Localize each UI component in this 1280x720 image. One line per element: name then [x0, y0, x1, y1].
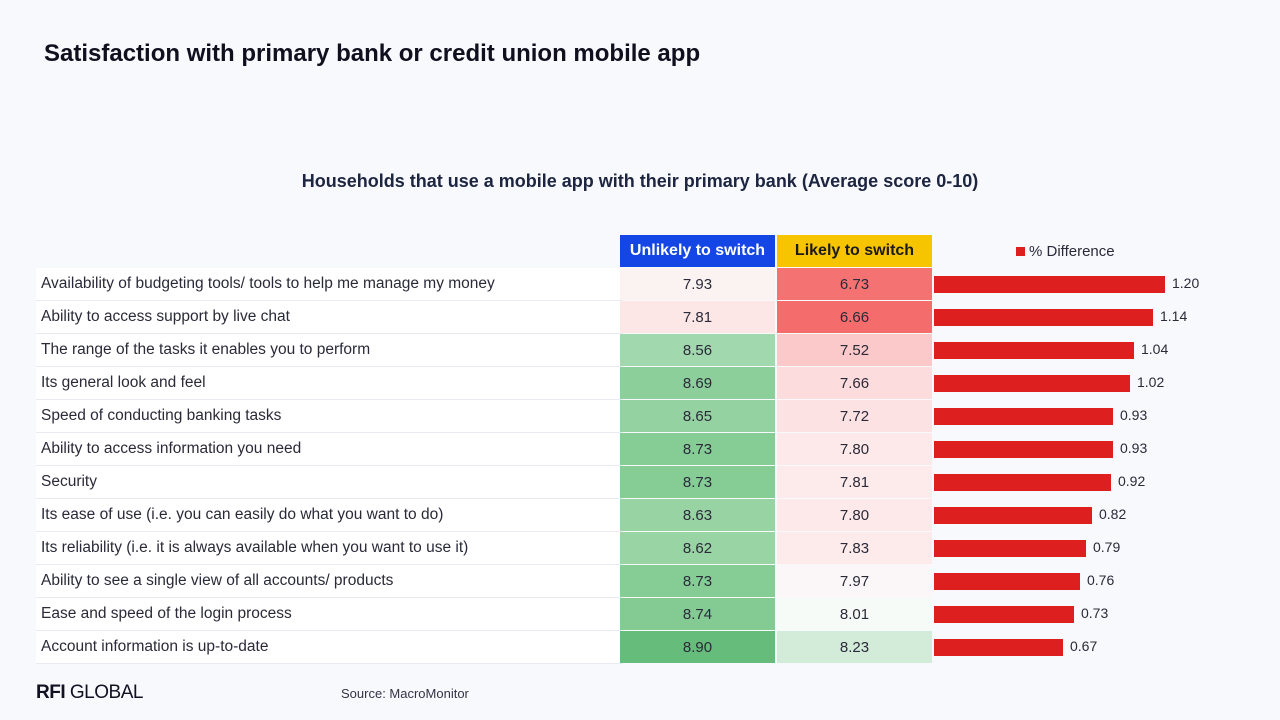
difference-bar: [934, 441, 1113, 458]
row-label: Account information is up-to-date: [36, 631, 623, 664]
row-label: Its reliability (i.e. it is always avail…: [36, 532, 623, 565]
likely-score-cell: 7.80: [777, 499, 932, 531]
column-header-likely: Likely to switch: [777, 235, 932, 267]
likely-score-cell: 6.73: [777, 268, 932, 300]
table-row: The range of the tasks it enables you to…: [36, 334, 1236, 367]
difference-bar-zone: 0.93: [934, 433, 1234, 465]
difference-bar: [934, 342, 1134, 359]
likely-score-cell: 7.80: [777, 433, 932, 465]
difference-bar-zone: 0.73: [934, 598, 1234, 630]
difference-bar: [934, 639, 1063, 656]
difference-bar: [934, 375, 1130, 392]
table-row: Its ease of use (i.e. you can easily do …: [36, 499, 1236, 532]
table-row: Availability of budgeting tools/ tools t…: [36, 268, 1236, 301]
row-label: Its general look and feel: [36, 367, 623, 400]
difference-value-label: 0.76: [1087, 572, 1115, 588]
unlikely-score-cell: 8.90: [620, 631, 775, 663]
table-row: Ability to access support by live chat 7.…: [36, 301, 1236, 334]
unlikely-score-cell: 8.73: [620, 565, 775, 597]
likely-score-cell: 7.66: [777, 367, 932, 399]
column-header-unlikely: Unlikely to switch: [620, 235, 775, 267]
table-row: Its general look and feel 8.69 7.66 1.02: [36, 367, 1236, 400]
difference-value-label: 0.79: [1093, 539, 1121, 555]
difference-bar: [934, 507, 1092, 524]
difference-bar-zone: 0.79: [934, 532, 1234, 564]
source-note: Source: MacroMonitor: [341, 686, 469, 701]
rfi-global-logo: RFI GLOBAL: [36, 682, 143, 704]
likely-score-cell: 7.83: [777, 532, 932, 564]
chart-subtitle: Households that use a mobile app with th…: [301, 171, 979, 191]
difference-bar: [934, 606, 1074, 623]
difference-bar: [934, 408, 1113, 425]
unlikely-score-cell: 8.62: [620, 532, 775, 564]
difference-value-label: 0.93: [1120, 440, 1148, 456]
difference-value-label: 1.02: [1137, 374, 1165, 390]
table-row: Account information is up-to-date 8.90 8.2…: [36, 631, 1236, 664]
table-row: Ease and speed of the login process 8.74 8…: [36, 598, 1236, 631]
difference-bar-zone: 0.92: [934, 466, 1234, 498]
legend-label: % Difference: [1029, 242, 1115, 260]
likely-score-cell: 7.81: [777, 466, 932, 498]
difference-value-label: 1.14: [1160, 308, 1188, 324]
likely-score-cell: 8.23: [777, 631, 932, 663]
table-row: Security 8.73 7.81 0.92: [36, 466, 1236, 499]
difference-bar: [934, 474, 1111, 491]
difference-bar: [934, 276, 1165, 293]
likely-score-cell: 6.66: [777, 301, 932, 333]
logo-rest-text: GLOBAL: [69, 682, 144, 703]
unlikely-score-cell: 8.73: [620, 433, 775, 465]
row-label: Ability to access information you need: [36, 433, 623, 466]
difference-bar-zone: 0.82: [934, 499, 1234, 531]
unlikely-score-cell: 7.81: [620, 301, 775, 333]
difference-value-label: 1.20: [1172, 275, 1200, 291]
row-label: Ease and speed of the login process: [36, 598, 623, 631]
difference-bar-zone: 1.20: [934, 268, 1234, 300]
difference-value-label: 0.92: [1118, 473, 1146, 489]
row-label: Ability to access support by live chat: [36, 301, 623, 334]
difference-value-label: 0.73: [1081, 605, 1109, 621]
unlikely-score-cell: 8.65: [620, 400, 775, 432]
unlikely-score-cell: 8.56: [620, 334, 775, 366]
unlikely-score-cell: 7.93: [620, 268, 775, 300]
row-label: Its ease of use (i.e. you can easily do …: [36, 499, 623, 532]
difference-bar-zone: 0.67: [934, 631, 1234, 663]
difference-bar-zone: 1.04: [934, 334, 1234, 366]
difference-value-label: 0.82: [1099, 506, 1127, 522]
table-row: Speed of conducting banking tasks 8.65 7.7…: [36, 400, 1236, 433]
difference-bar-zone: 1.14: [934, 301, 1234, 333]
likely-score-cell: 8.01: [777, 598, 932, 630]
score-table: Availability of budgeting tools/ tools t…: [36, 268, 1236, 664]
difference-value-label: 0.93: [1120, 407, 1148, 423]
difference-bar-zone: 0.93: [934, 400, 1234, 432]
unlikely-score-cell: 8.63: [620, 499, 775, 531]
logo-bold-text: RFI: [36, 682, 66, 703]
difference-bar: [934, 573, 1080, 590]
difference-value-label: 0.67: [1070, 638, 1098, 654]
difference-bar-zone: 0.76: [934, 565, 1234, 597]
row-label: Ability to see a single view of all acco…: [36, 565, 623, 598]
difference-bar-zone: 1.02: [934, 367, 1234, 399]
unlikely-score-cell: 8.73: [620, 466, 775, 498]
table-row: Ability to access information you need 8.…: [36, 433, 1236, 466]
row-label: Security: [36, 466, 623, 499]
likely-score-cell: 7.52: [777, 334, 932, 366]
likely-score-cell: 7.97: [777, 565, 932, 597]
legend: % Difference: [1016, 240, 1115, 262]
row-label: Availability of budgeting tools/ tools t…: [36, 268, 623, 301]
page-title: Satisfaction with primary bank or credit…: [44, 40, 701, 67]
difference-value-label: 1.04: [1141, 341, 1169, 357]
difference-bar: [934, 309, 1153, 326]
row-label: The range of the tasks it enables you to…: [36, 334, 623, 367]
row-label: Speed of conducting banking tasks: [36, 400, 623, 433]
likely-score-cell: 7.72: [777, 400, 932, 432]
legend-swatch: [1016, 246, 1025, 256]
unlikely-score-cell: 8.74: [620, 598, 775, 630]
table-row: Its reliability (i.e. it is always avail…: [36, 532, 1236, 565]
table-row: Ability to see a single view of all acco…: [36, 565, 1236, 598]
unlikely-score-cell: 8.69: [620, 367, 775, 399]
difference-bar: [934, 540, 1086, 557]
